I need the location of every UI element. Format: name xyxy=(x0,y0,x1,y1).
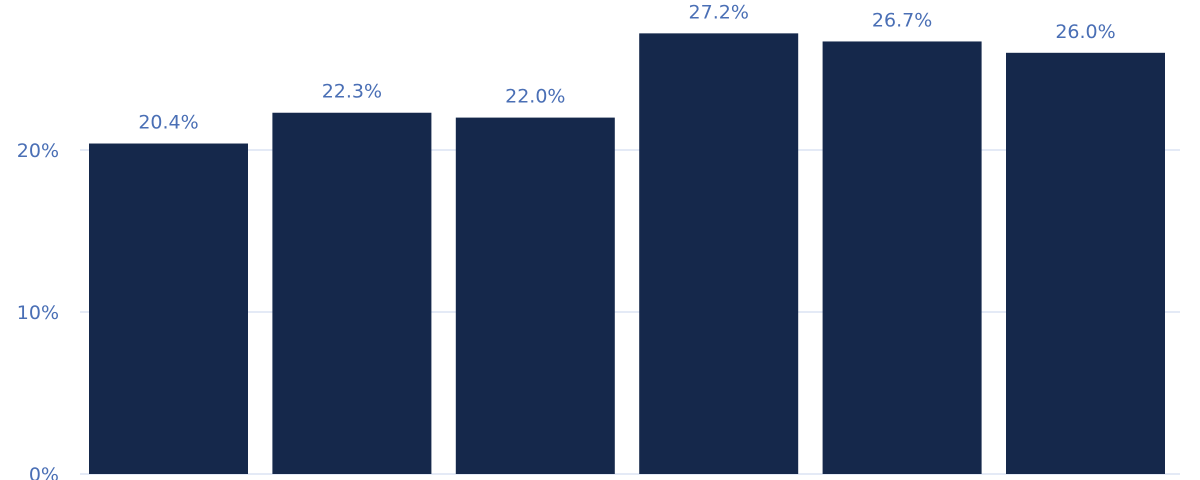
bars xyxy=(89,33,1165,475)
y-tick-label: 10% xyxy=(17,302,59,324)
gridlines xyxy=(80,149,1180,475)
data-labels: 20.4% 22.3% 22.0% 27.2% 26.7% 26.0% xyxy=(138,1,1115,133)
bar xyxy=(1006,52,1165,475)
bar-value-label: 22.0% xyxy=(505,86,565,108)
bar-value-label: 20.4% xyxy=(138,112,198,134)
bar-value-label: 26.7% xyxy=(872,9,932,31)
bar xyxy=(272,112,432,475)
bar xyxy=(89,143,248,474)
bar xyxy=(639,33,799,475)
bar-value-label: 26.0% xyxy=(1055,21,1115,43)
bar xyxy=(822,41,982,475)
bar xyxy=(455,117,615,474)
y-tick-label: 0% xyxy=(29,464,59,480)
y-axis-tick-labels: 0% 10% 20% xyxy=(17,140,59,480)
bar-value-label: 27.2% xyxy=(689,1,749,23)
y-tick-label: 20% xyxy=(17,140,59,162)
bar-value-label: 22.3% xyxy=(322,81,382,103)
